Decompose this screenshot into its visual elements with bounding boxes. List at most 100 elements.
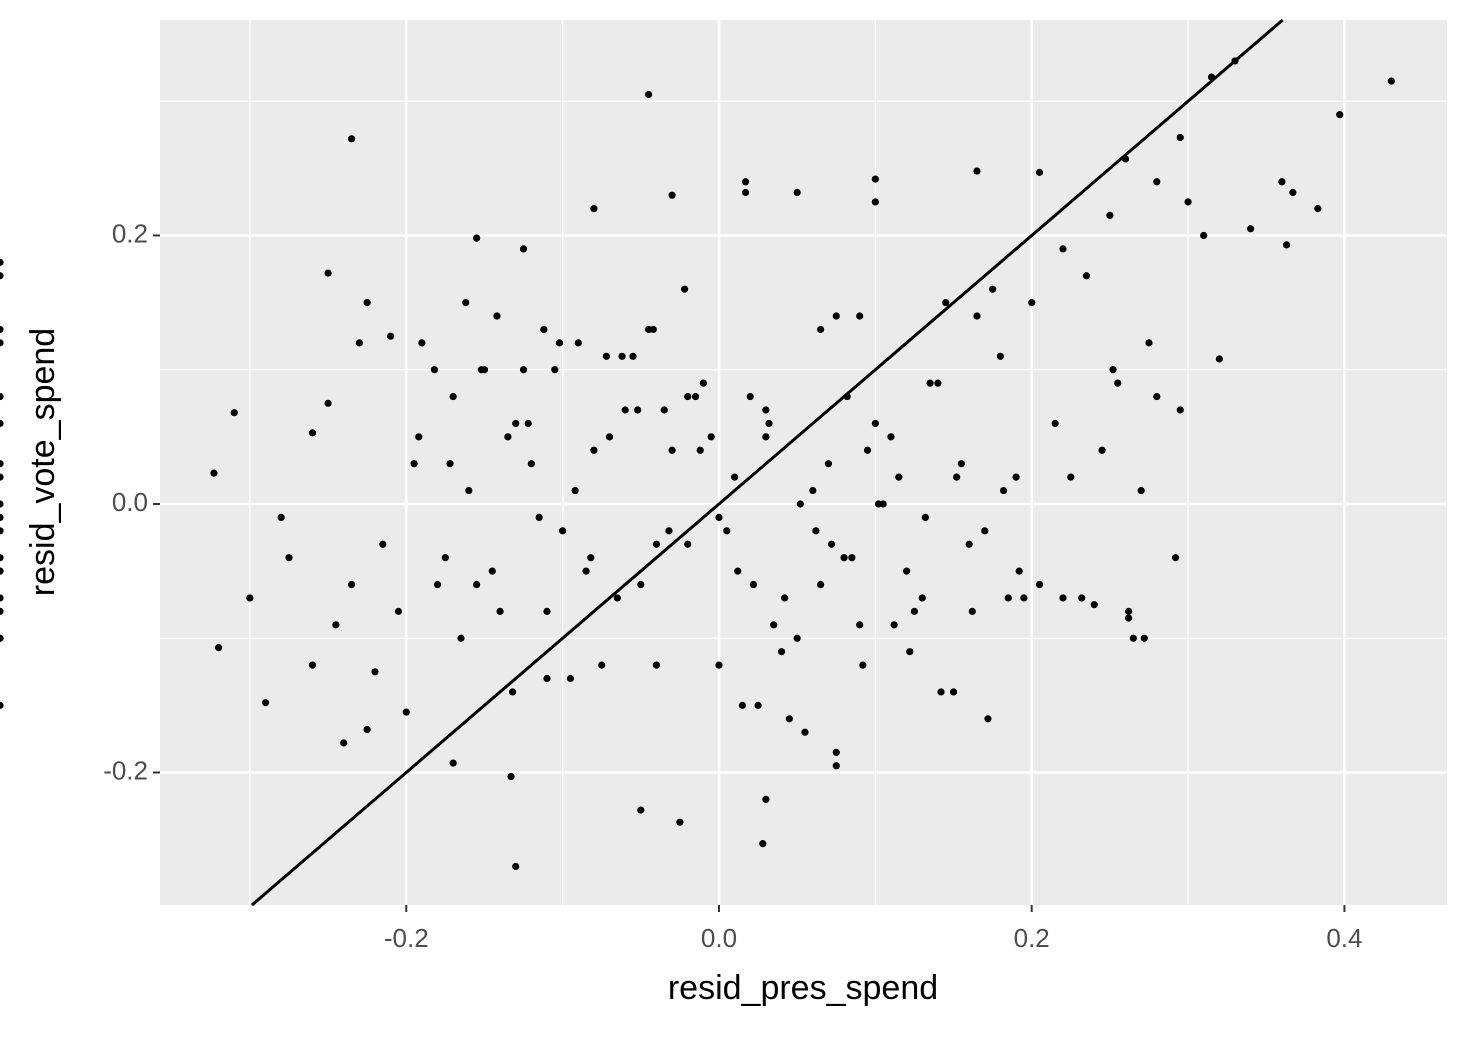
point (1012, 473, 1020, 481)
point (723, 527, 731, 535)
point (1035, 580, 1044, 589)
point (759, 840, 767, 848)
point (0, 607, 4, 615)
point (0, 513, 4, 522)
point (363, 299, 371, 307)
point (0, 392, 4, 401)
point (543, 674, 551, 683)
point (1184, 198, 1192, 206)
point (984, 715, 992, 723)
point (973, 167, 981, 175)
point (817, 580, 825, 589)
point (1078, 594, 1086, 602)
point (696, 446, 704, 454)
point (605, 433, 614, 441)
point (618, 352, 626, 360)
point (793, 634, 801, 642)
point (379, 540, 387, 548)
point (0, 460, 4, 468)
point (1090, 601, 1098, 609)
point (324, 399, 332, 407)
point (645, 90, 653, 99)
point (1098, 446, 1106, 454)
point (347, 135, 356, 143)
points (0, 57, 1395, 871)
point (871, 175, 879, 183)
point (230, 409, 238, 417)
point (965, 540, 973, 548)
point (285, 554, 293, 562)
point (887, 433, 895, 441)
point (0, 594, 4, 602)
point (543, 607, 551, 615)
point (566, 674, 575, 683)
point (457, 634, 465, 642)
point (473, 580, 481, 589)
point (540, 325, 548, 334)
point (559, 527, 567, 535)
point (1125, 607, 1133, 615)
point (921, 513, 929, 522)
point (996, 352, 1005, 360)
point (777, 648, 786, 656)
panel (160, 20, 1447, 905)
point (449, 759, 457, 767)
point (524, 419, 532, 428)
point (1137, 486, 1145, 495)
point (832, 762, 840, 770)
point (746, 392, 754, 401)
point (1109, 366, 1117, 374)
point (277, 513, 285, 522)
point (699, 379, 707, 387)
point (715, 661, 723, 669)
point (707, 433, 715, 441)
point (571, 486, 579, 495)
point (1125, 614, 1133, 622)
y-tick-label: 0.0 (112, 487, 148, 517)
point (363, 725, 371, 734)
point (1051, 419, 1059, 428)
point (0, 258, 4, 266)
point (324, 269, 332, 277)
point (598, 661, 606, 669)
point (874, 500, 883, 508)
point (741, 188, 750, 197)
point (555, 339, 564, 347)
point (691, 392, 700, 401)
point (827, 540, 836, 548)
point (402, 708, 410, 716)
point (587, 554, 595, 562)
point (387, 332, 395, 340)
point (582, 567, 590, 575)
point (473, 234, 481, 242)
point (462, 299, 470, 307)
point (1082, 272, 1091, 280)
point (832, 748, 840, 756)
point (871, 419, 879, 428)
point (910, 607, 919, 615)
point (738, 701, 747, 709)
point (1171, 554, 1180, 562)
x-tick-label: 0.0 (701, 923, 737, 953)
point (1336, 111, 1344, 119)
point (1059, 594, 1067, 602)
point (637, 580, 645, 589)
point (1140, 634, 1148, 642)
point (680, 285, 689, 293)
point (1004, 594, 1012, 602)
point (981, 527, 989, 535)
point (989, 285, 997, 293)
y-tick-label: 0.2 (112, 218, 148, 248)
point (0, 339, 4, 347)
point (832, 312, 840, 320)
point (1035, 168, 1044, 176)
point (1129, 634, 1137, 642)
point (634, 406, 642, 414)
point (937, 688, 945, 696)
point (449, 392, 457, 401)
point (371, 668, 379, 676)
point (496, 607, 504, 615)
point (446, 460, 454, 468)
point (926, 379, 934, 387)
point (493, 312, 501, 320)
